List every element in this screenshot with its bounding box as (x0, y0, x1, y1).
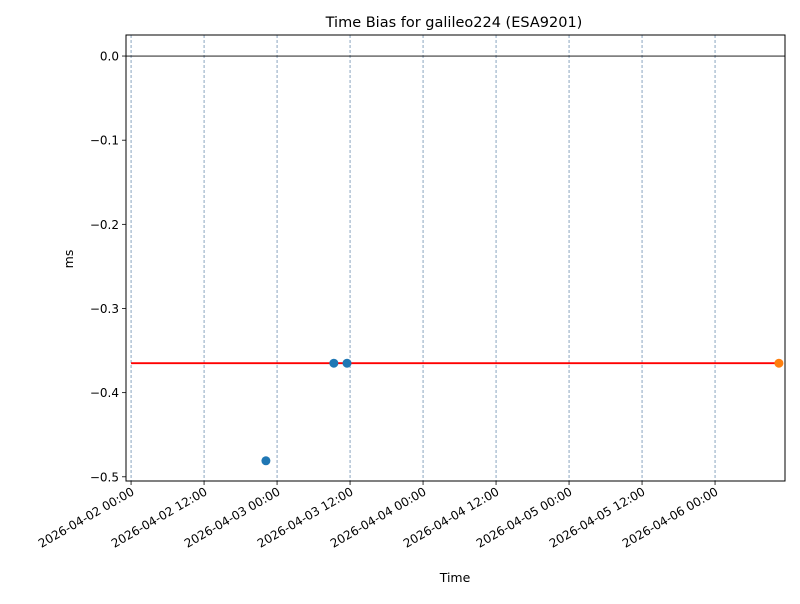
data-point (774, 358, 784, 368)
y-tick-label: −0.1 (90, 134, 119, 148)
y-axis-label: ms (61, 250, 76, 269)
y-tick-label: −0.3 (90, 302, 119, 316)
y-tick-label: −0.2 (90, 218, 119, 232)
y-tick-label: −0.4 (90, 386, 119, 400)
data-point (261, 456, 271, 466)
y-tick-label: −0.5 (90, 470, 119, 484)
plot-frame (125, 34, 786, 482)
data-point (329, 358, 339, 368)
chart-title: Time Bias for galileo224 (ESA9201) (325, 15, 583, 31)
data-point (342, 358, 352, 368)
y-tick-label: 0.0 (100, 50, 119, 64)
x-axis-label: Time (439, 570, 471, 585)
